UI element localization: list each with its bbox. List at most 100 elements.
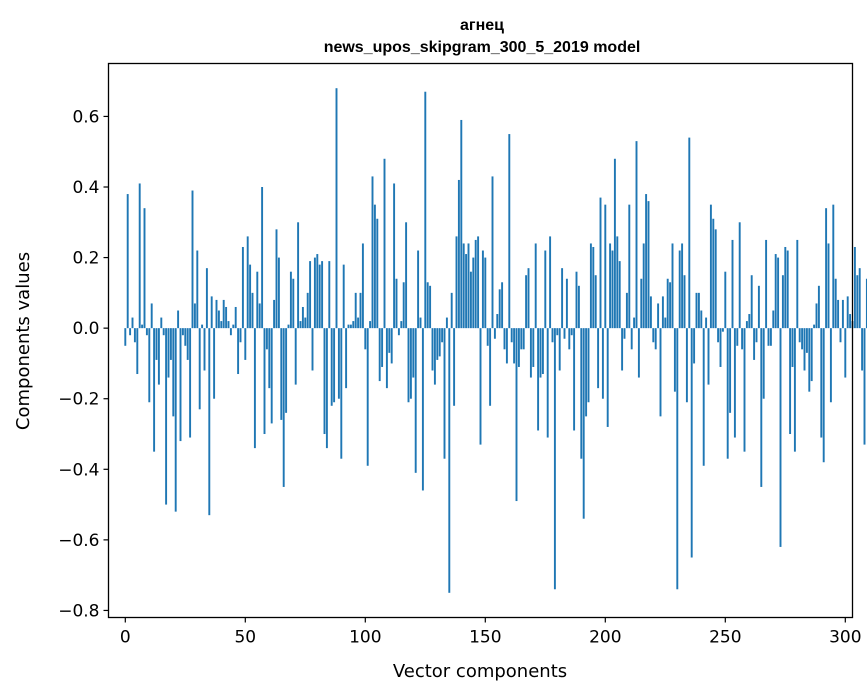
bar-9	[145, 328, 148, 336]
bar-51	[246, 236, 249, 329]
bar-150	[484, 257, 487, 329]
bar-299	[841, 299, 844, 329]
bar-126	[426, 282, 429, 329]
bar-201	[606, 328, 609, 427]
bar-61	[270, 328, 273, 424]
bar-54	[253, 328, 256, 449]
x-tick-label: 250	[709, 628, 741, 648]
bar-163	[515, 328, 518, 502]
bar-111	[390, 328, 393, 364]
bar-2	[129, 328, 132, 336]
bar-291	[822, 328, 825, 463]
bar-257	[741, 328, 744, 350]
bar-213	[635, 141, 638, 329]
bar-149	[481, 250, 484, 329]
bar-274	[781, 275, 784, 329]
bar-43	[227, 321, 230, 329]
x-tick-label: 50	[234, 628, 256, 648]
bar-108	[383, 158, 386, 329]
bar-277	[789, 328, 792, 435]
bar-11	[150, 303, 153, 329]
bar-220	[652, 328, 655, 343]
bar-198	[599, 197, 602, 329]
bar-0	[124, 328, 127, 346]
bar-121	[414, 328, 417, 473]
bar-219	[649, 296, 652, 329]
bar-73	[299, 321, 302, 329]
bar-258	[743, 328, 746, 452]
bar-44	[229, 328, 232, 336]
bar-24	[181, 328, 184, 336]
bar-53	[251, 292, 254, 329]
bar-103	[371, 176, 374, 329]
bar-290	[820, 328, 823, 438]
bar-292	[825, 208, 828, 329]
y-tick-label: −0.4	[58, 460, 99, 480]
bar-130	[436, 328, 439, 360]
bar-27	[189, 328, 192, 438]
bar-270	[772, 310, 775, 329]
bar-64	[277, 257, 280, 329]
bar-112	[393, 183, 396, 329]
bar-289	[817, 285, 820, 329]
bar-147	[477, 236, 480, 329]
bar-244	[709, 204, 712, 329]
y-tick-label: 0.2	[72, 249, 99, 269]
bar-88	[335, 88, 338, 329]
bar-183	[563, 328, 566, 339]
bar-49	[241, 246, 244, 329]
bar-260	[748, 314, 751, 329]
bar-234	[685, 328, 688, 403]
bar-268	[767, 328, 770, 346]
bar-232	[681, 243, 684, 329]
plot-frame	[107, 62, 854, 619]
bar-158	[503, 328, 506, 350]
bar-266	[762, 328, 765, 399]
bar-134	[445, 317, 448, 329]
bar-58	[263, 328, 266, 435]
y-tick-label: −0.2	[58, 390, 99, 410]
bar-193	[587, 328, 590, 403]
bar-3	[131, 317, 134, 329]
bar-146	[474, 239, 477, 329]
bar-66	[282, 328, 285, 487]
bar-180	[556, 328, 559, 336]
bar-166	[522, 328, 525, 350]
bar-182	[561, 268, 564, 329]
bar-301	[846, 296, 849, 329]
bar-287	[813, 324, 816, 329]
bar-165	[520, 328, 523, 350]
bar-77	[309, 261, 312, 329]
bar-136	[450, 292, 453, 329]
bar-8	[143, 208, 146, 329]
bar-132	[441, 328, 444, 343]
bar-296	[834, 278, 837, 329]
bar-84	[325, 328, 328, 449]
bar-228	[671, 243, 674, 329]
bar-172	[537, 328, 540, 431]
bar-141	[462, 243, 465, 329]
bar-68	[287, 324, 290, 329]
bar-78	[311, 328, 314, 371]
bar-33	[203, 328, 206, 371]
bar-89	[337, 328, 340, 399]
bar-62	[273, 299, 276, 329]
bar-34	[205, 268, 208, 329]
bar-164	[517, 328, 520, 367]
bar-238	[695, 292, 698, 329]
bar-31	[198, 328, 201, 410]
bar-173	[539, 328, 542, 378]
bar-155	[496, 314, 499, 329]
bar-233	[683, 275, 686, 329]
x-tick-label: 300	[829, 628, 861, 648]
bar-284	[805, 328, 808, 353]
bar-273	[779, 328, 782, 547]
bar-179	[553, 328, 556, 590]
bar-23	[179, 328, 182, 442]
bar-288	[815, 303, 818, 329]
bar-56	[258, 303, 261, 329]
bar-69	[289, 271, 292, 329]
bar-225	[664, 317, 667, 329]
bar-167	[525, 275, 528, 329]
bar-235	[688, 137, 691, 329]
